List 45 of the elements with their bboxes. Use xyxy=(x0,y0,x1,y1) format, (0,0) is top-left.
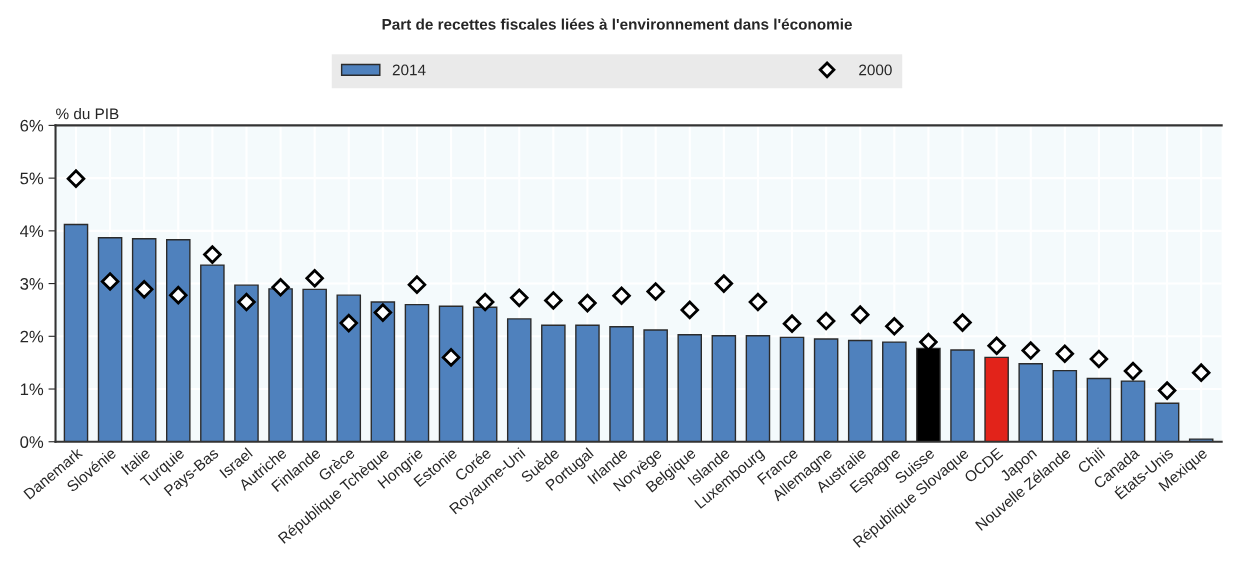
point xyxy=(203,245,222,264)
point xyxy=(237,292,256,312)
point xyxy=(271,278,290,297)
point xyxy=(510,288,529,308)
y-tick-label: 2% xyxy=(20,330,44,343)
point xyxy=(407,275,427,294)
point xyxy=(305,269,324,288)
point xyxy=(339,313,359,333)
point xyxy=(987,336,1006,356)
point xyxy=(748,292,768,312)
point xyxy=(578,293,597,313)
y-tick-label: 3% xyxy=(20,277,44,290)
point xyxy=(475,292,495,312)
point xyxy=(134,280,154,299)
point xyxy=(919,332,938,352)
chart-title: Part de recettes fiscales liées à l'environnement dans l'économie xyxy=(382,18,852,30)
point xyxy=(373,303,393,322)
point xyxy=(1191,363,1211,382)
y-tick-label: 6% xyxy=(20,119,44,132)
point xyxy=(66,169,86,188)
point xyxy=(816,311,836,331)
y-tick-label: 5% xyxy=(20,172,44,185)
point xyxy=(1021,341,1040,360)
point xyxy=(100,272,120,291)
point xyxy=(1157,381,1177,400)
point xyxy=(1123,361,1143,381)
y-axis-title: % du PIB xyxy=(56,107,119,120)
point xyxy=(885,317,904,336)
point xyxy=(646,282,665,301)
point xyxy=(612,286,631,305)
point xyxy=(1055,344,1075,363)
point xyxy=(714,274,734,293)
legend-label: 2000 xyxy=(859,64,892,76)
point xyxy=(441,348,461,367)
point xyxy=(544,291,563,310)
point xyxy=(850,305,870,324)
y-tick-label: 1% xyxy=(20,383,44,396)
point xyxy=(782,314,802,333)
point xyxy=(953,313,972,332)
point xyxy=(680,300,699,320)
point xyxy=(169,285,188,305)
y-tick-label: 4% xyxy=(20,225,44,237)
y-tick-label: 0% xyxy=(20,436,44,448)
legend-label: 2014 xyxy=(392,64,426,76)
point xyxy=(1089,349,1109,369)
